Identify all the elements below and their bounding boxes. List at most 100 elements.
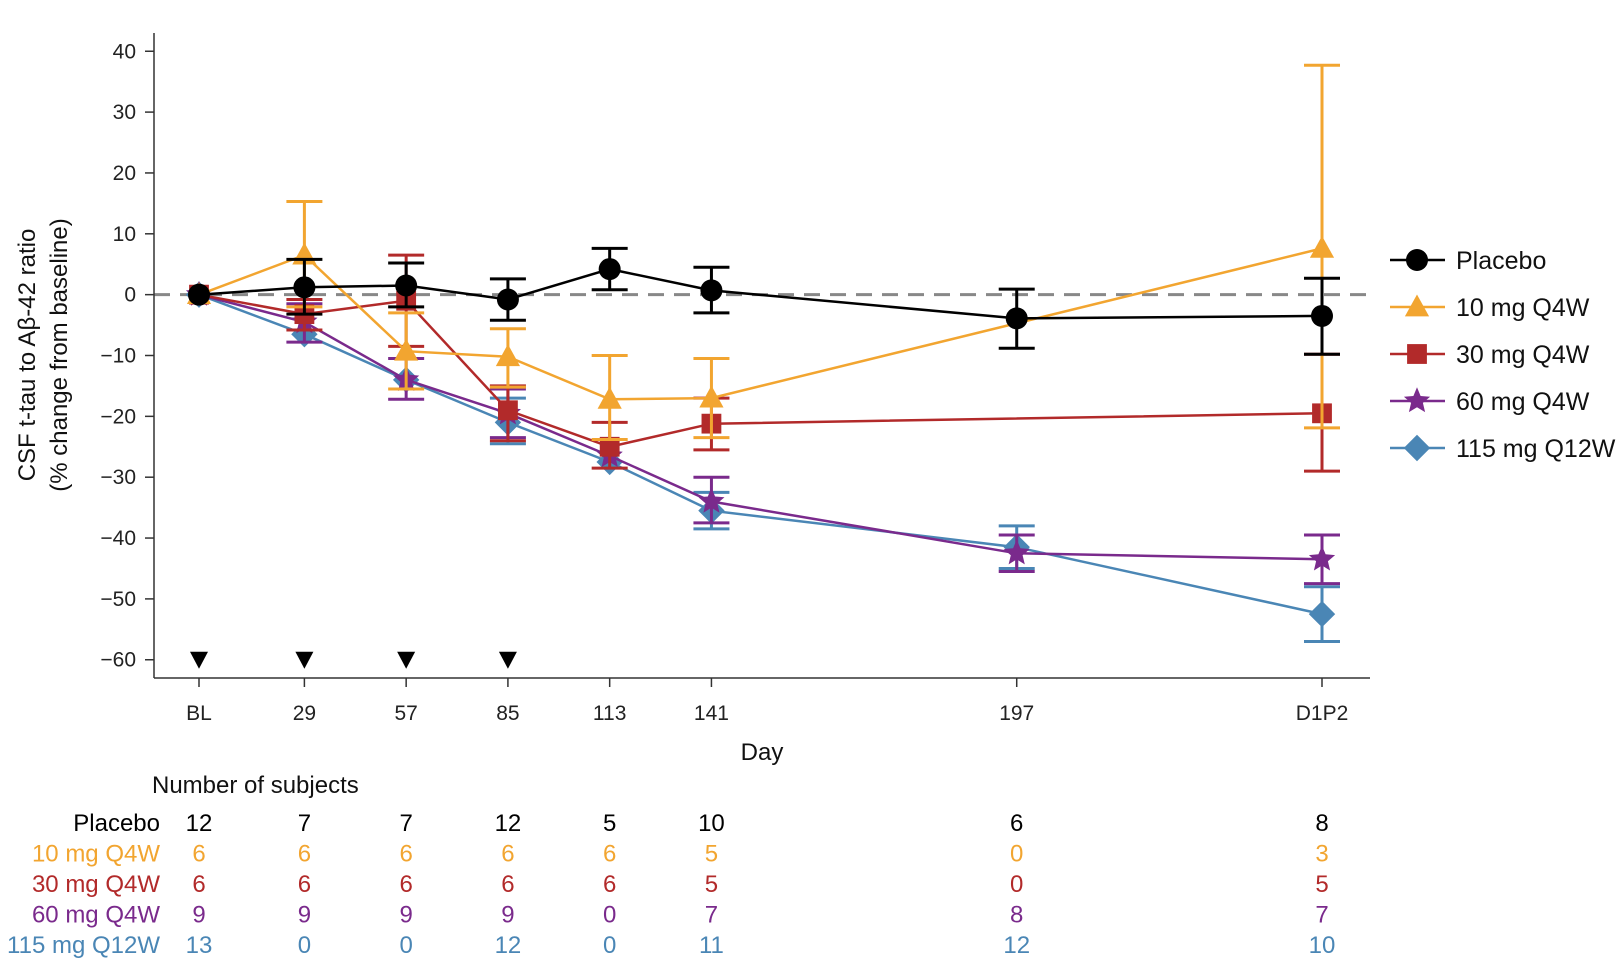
series-10-mg-q4w [186,63,1340,441]
series-115-mg-q12w [185,281,1340,643]
x-tick-label: 29 [293,702,316,725]
subjects-count: 9 [298,902,311,929]
legend-label: 10 mg Q4W [1456,294,1590,322]
subjects-count: 6 [298,841,311,868]
x-axis-title: Day [741,739,784,766]
subjects-row-label: Placebo [73,810,160,837]
legend-item: Placebo [1390,247,1546,275]
y-tick-label: −40 [100,527,136,550]
subjects-count: 6 [1010,810,1023,837]
x-tick-label: D1P2 [1296,702,1349,725]
subjects-count: 12 [1003,932,1030,959]
x-tick-label: BL [186,702,212,725]
subjects-count: 8 [1315,810,1328,837]
dosing-marker [295,651,314,669]
series-line [198,267,1323,320]
y-axis-title-line2: (% change from baseline) [46,218,73,491]
data-point [395,274,418,297]
legend-marker [1404,294,1430,317]
series-line [198,293,1323,616]
data-point [498,400,518,421]
x-tick-label: 113 [593,702,626,725]
subjects-count: 5 [1315,871,1328,898]
subjects-count: 0 [1010,871,1023,898]
subjects-count: 12 [495,932,522,959]
series-60-mg-q4w [185,280,1340,586]
legend-marker [1406,249,1428,271]
x-tick-label: 141 [694,702,729,725]
data-point [1311,304,1333,327]
data-point [700,279,723,302]
data-point [495,344,521,367]
legend-item: 60 mg Q4W [1390,387,1590,416]
legend-item: 115 mg Q12W [1390,434,1616,463]
subjects-count: 5 [603,810,616,837]
dosing-marker [498,651,517,669]
subjects-count: 6 [192,841,205,868]
subjects-count: 7 [705,902,718,929]
x-tick-label: 197 [999,702,1034,725]
subjects-count: 13 [186,932,213,959]
y-tick-label: 40 [113,40,136,63]
data-point [1005,307,1028,330]
subjects-count: 6 [603,871,616,898]
legend-label: 60 mg Q4W [1456,388,1590,416]
subjects-count: 6 [399,841,412,868]
subjects-count: 0 [1010,841,1023,868]
dosing-marker [190,651,208,669]
y-tick-label: 0 [124,284,136,307]
subjects-count: 6 [501,841,514,868]
y-tick-label: −10 [100,345,136,368]
subjects-count: 9 [501,902,514,929]
subjects-table: Number of subjects Placebo 12 7 7 12 5 10 6 8 10 … [7,772,1335,959]
subjects-count: 5 [705,871,718,898]
ticks: 40 30 20 10 0 −10 −20 −30 −40 −50 −60 BL 29 57 85 113 14… [100,40,1348,725]
y-tick-label: −20 [100,405,136,428]
subjects-count: 6 [298,871,311,898]
subjects-row-label: 30 mg Q4W [32,871,160,898]
data-point [1308,600,1336,628]
subjects-row-label: 115 mg Q12W [7,932,160,959]
subjects-count: 11 [699,932,724,959]
data-point [1003,539,1030,565]
subjects-count: 10 [1309,932,1336,959]
legend-marker [1403,434,1431,462]
data-point [698,487,725,513]
subjects-count: 5 [705,841,718,868]
series-line [198,247,1323,401]
x-tick-label: 85 [496,702,519,725]
subjects-count: 7 [1315,902,1328,929]
y-axis-title-line1: CSF t-tau to Aβ-42 ratio [14,229,41,482]
subjects-count: 6 [603,841,616,868]
axes: Day CSF t-tau to Aβ-42 ratio (% change f… [14,33,1370,766]
subjects-count: 6 [192,871,205,898]
legend: Placebo 10 mg Q4W 30 mg Q4W 60 mg Q4W 115 mg… [1390,247,1616,463]
legend-label: Placebo [1456,247,1546,275]
x-tick-label: 57 [394,702,417,725]
legend-marker [1403,387,1431,413]
data-point [293,276,316,299]
legend-item: 10 mg Q4W [1390,294,1590,322]
subjects-count: 0 [399,932,412,959]
subjects-count: 0 [298,932,311,959]
data-point [598,258,621,281]
legend-marker [1407,344,1427,364]
series [185,63,1340,643]
data-point [599,436,620,457]
subjects-row-label: 60 mg Q4W [32,902,160,929]
subjects-count: 10 [698,810,725,837]
legend-label: 30 mg Q4W [1456,341,1590,369]
subjects-count: 12 [186,810,213,837]
series-line [198,293,1323,561]
legend-label: 115 mg Q12W [1456,435,1616,463]
subjects-count: 0 [603,932,616,959]
data-point [597,386,622,409]
y-tick-label: 10 [113,223,136,246]
data-point [1309,235,1335,258]
y-tick-label: −30 [100,466,136,489]
dosing-marker [397,651,416,669]
subjects-count: 7 [399,810,412,837]
data-point [496,288,519,311]
y-tick-label: 20 [113,162,136,185]
subjects-count: 12 [495,810,522,837]
